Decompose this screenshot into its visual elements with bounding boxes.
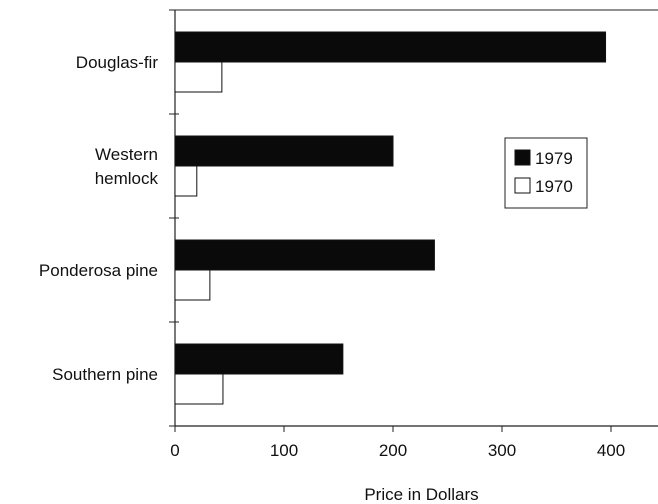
legend-label-1979: 1979 [535,149,573,168]
chart-legend: 1979 1970 [504,137,588,209]
x-axis-title: Price in Dollars [364,485,478,504]
x-tick-label: 100 [270,441,298,460]
bar-1970 [174,61,223,93]
bar-1970 [174,373,224,405]
bar-1979 [174,31,607,63]
category-label: Southern pine [52,365,158,384]
x-tick-label: 300 [488,441,516,460]
category-label: Western hemlock [95,145,159,188]
bar-1970 [174,165,198,197]
x-tick-label: 200 [379,441,407,460]
bar-1979 [174,343,344,375]
bar-1979 [174,135,394,167]
x-tick-label: 400 [597,441,625,460]
category-label: Douglas-fir [76,53,159,72]
legend-swatch-1979 [514,149,531,166]
x-tick-label: 0 [170,441,179,460]
legend-swatch-1970 [514,177,531,194]
legend-label-1970: 1970 [535,177,573,196]
chart-labels: 0 100 200 300 400 Price in Dollars Douglas-fir… [39,53,625,504]
bar-1979 [174,239,435,271]
bar-1970 [174,269,211,301]
chart-bars [174,31,607,405]
category-label: Ponderosa pine [39,261,158,280]
